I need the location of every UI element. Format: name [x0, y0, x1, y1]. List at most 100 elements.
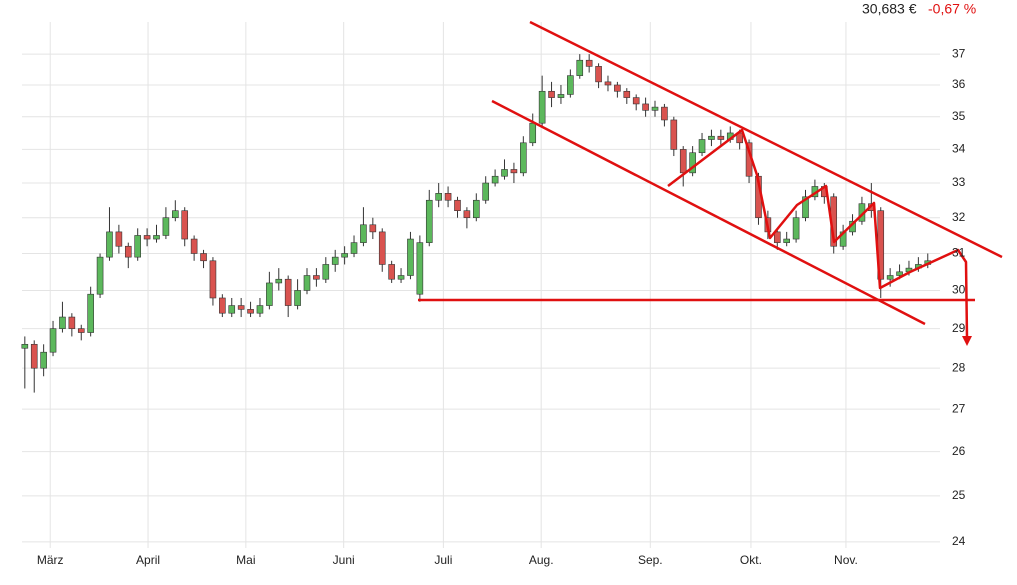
candle-body — [538, 90, 546, 124]
y-tick-label: 30 — [952, 283, 966, 297]
candle-body — [294, 290, 301, 306]
candle-body — [501, 169, 508, 177]
y-tick-label: 33 — [952, 175, 966, 189]
candle-body — [896, 271, 903, 276]
candle-body — [124, 245, 132, 258]
candle-body — [162, 217, 170, 236]
candle-body — [529, 122, 537, 144]
trend-line — [491, 99, 926, 326]
candle-body — [284, 278, 292, 306]
candle-body — [708, 135, 715, 140]
candle-body — [482, 182, 490, 201]
candle-body — [106, 231, 113, 258]
candle-body — [181, 210, 189, 240]
candle-body — [200, 253, 207, 262]
x-tick-label: Juni — [333, 553, 355, 567]
candle-body — [256, 305, 264, 314]
y-tick-label: 26 — [952, 444, 966, 458]
x-tick-label: Aug. — [529, 553, 554, 567]
candle-body — [59, 316, 66, 329]
x-tick-label: März — [37, 553, 64, 567]
trend-line — [529, 20, 1003, 259]
candle-body — [444, 193, 452, 201]
candle-body — [689, 152, 696, 174]
candle-body — [87, 293, 94, 333]
candle-body — [773, 231, 781, 243]
candle-body — [378, 231, 386, 265]
candle-body — [322, 264, 330, 280]
y-tick-label: 25 — [952, 488, 966, 502]
candle-body — [491, 175, 499, 184]
candle-body — [388, 264, 395, 280]
candle-body — [463, 210, 471, 219]
candle-body — [369, 224, 377, 233]
candle-body — [407, 238, 414, 276]
candle-body — [670, 119, 678, 150]
y-tick-label: 32 — [952, 210, 966, 224]
candle-body — [360, 224, 367, 243]
candle-body — [632, 97, 640, 105]
candle-body — [190, 238, 198, 254]
candle-body — [520, 142, 527, 174]
candle-body — [303, 275, 311, 291]
x-tick-label: Sep. — [638, 553, 663, 567]
candle-body — [331, 256, 339, 265]
candle-body — [134, 235, 141, 258]
candle-body — [40, 351, 47, 369]
candle-body — [679, 149, 687, 174]
candle-body — [153, 235, 160, 240]
last-price: 30,683 € — [862, 1, 917, 17]
y-tick-label: 36 — [952, 77, 966, 91]
candle-body — [717, 135, 725, 140]
candle-body — [585, 59, 593, 67]
candle-body — [397, 275, 405, 280]
candle-body — [510, 169, 518, 174]
candle-body — [341, 253, 348, 258]
x-tick-label: Juli — [434, 553, 452, 567]
y-tick-label: 37 — [952, 46, 966, 60]
candle-body — [454, 199, 461, 211]
candle-body — [604, 81, 612, 86]
candle-body — [595, 66, 602, 83]
annotations — [418, 20, 1003, 346]
candles — [21, 54, 932, 393]
candle-body — [567, 75, 574, 95]
candle-body — [219, 297, 226, 314]
candle-body — [557, 94, 565, 98]
candle-body — [30, 343, 38, 369]
candle-body — [651, 106, 659, 111]
candle-body — [49, 328, 57, 353]
candle-body — [275, 278, 283, 284]
candle-body — [115, 231, 123, 247]
candle-body — [143, 235, 151, 240]
candle-body — [661, 106, 668, 121]
arrow-head — [962, 336, 972, 346]
candle-body — [472, 199, 480, 219]
candle-body — [576, 59, 584, 76]
candle-body — [416, 242, 424, 295]
candle-body — [266, 282, 273, 306]
y-tick-label: 24 — [952, 534, 966, 548]
candle-body — [425, 199, 433, 243]
candle-body — [698, 139, 706, 154]
candle-body — [548, 90, 555, 98]
candle-body — [247, 309, 254, 314]
candle-body — [96, 256, 104, 295]
candle-body — [783, 238, 790, 243]
candle-body — [350, 242, 358, 254]
candle-body — [802, 196, 809, 219]
price-change: -0,67 % — [928, 1, 976, 17]
candle-body — [886, 275, 894, 280]
candle-body — [68, 316, 76, 329]
candle-body — [623, 90, 631, 98]
candle-body — [237, 305, 245, 310]
x-tick-label: Nov. — [834, 553, 858, 567]
grid — [22, 22, 940, 548]
candle-body — [209, 260, 217, 299]
x-tick-label: Okt. — [740, 553, 762, 567]
candle-body — [77, 328, 85, 333]
candle-body — [435, 193, 442, 201]
y-tick-label: 31 — [952, 246, 966, 260]
y-tick-label: 27 — [952, 401, 966, 415]
